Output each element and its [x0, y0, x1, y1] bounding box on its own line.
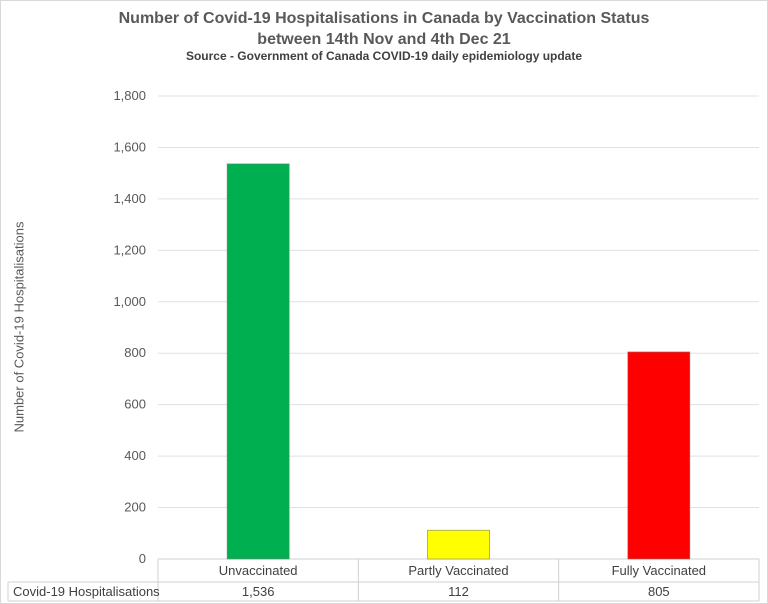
- y-tick-label: 1,600: [113, 139, 146, 154]
- data-table-value: 112: [448, 584, 469, 599]
- y-tick-label: 1,200: [113, 242, 146, 257]
- chart-title-line-1: Number of Covid-19 Hospitalisations in C…: [118, 10, 650, 27]
- y-tick-label: 600: [124, 397, 146, 412]
- y-tick-label: 1,400: [113, 191, 146, 206]
- y-tick-label: 0: [139, 551, 146, 566]
- bar: [427, 529, 490, 560]
- x-category-label: Fully Vaccinated: [612, 563, 706, 578]
- bar: [226, 163, 290, 560]
- x-category-label: Unvaccinated: [219, 563, 298, 578]
- x-category-label: Partly Vaccinated: [408, 563, 508, 578]
- data-table-value: 1,536: [242, 584, 275, 599]
- y-tick-label: 400: [124, 448, 146, 463]
- chart-subtitle: Source - Government of Canada COVID-19 d…: [185, 49, 583, 63]
- bar: [627, 351, 691, 560]
- chart-title-line-2: between 14th Nov and 4th Dec 21: [257, 31, 511, 48]
- y-tick-label: 1,800: [113, 88, 146, 103]
- chart-title: Number of Covid-19 Hospitalisations in C…: [0, 8, 768, 50]
- y-tick-label: 800: [124, 345, 146, 360]
- y-tick-label: 200: [124, 500, 146, 515]
- y-tick-label: 1,000: [113, 294, 146, 309]
- data-table-value: 805: [648, 584, 670, 599]
- data-table-series-name: Covid-19 Hospitalisations: [13, 584, 160, 599]
